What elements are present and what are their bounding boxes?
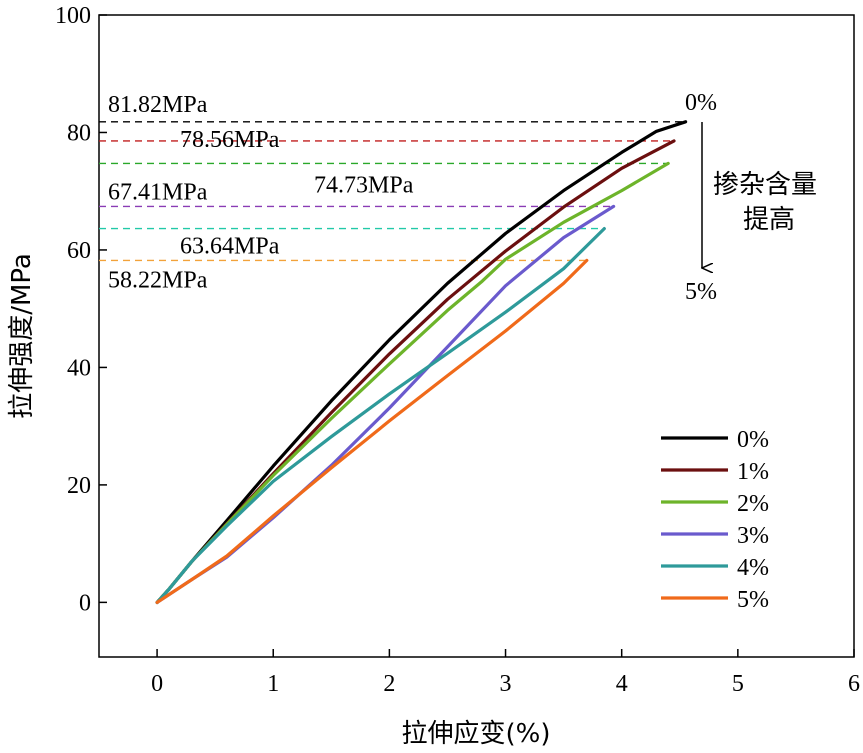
arrow-bottom-label: 5% — [685, 279, 717, 305]
reference-label: 63.64MPa — [180, 234, 280, 260]
plot-frame — [98, 14, 855, 658]
reference-lines — [99, 121, 686, 262]
arrow-text-line-1: 掺杂含量 — [713, 170, 817, 200]
reference-label: 74.73MPa — [314, 172, 414, 198]
series-line-4 — [155, 227, 606, 605]
arrow-top-label: 0% — [685, 90, 717, 116]
series-lines — [155, 120, 688, 605]
x-axis-ticks: 0 1 2 3 4 5 6 — [151, 649, 860, 697]
reference-label: 78.56MPa — [180, 127, 280, 153]
reference-labels: 81.82MPa 78.56MPa 74.73MPa 67.41MPa 63.64MPa… — [108, 92, 414, 294]
series-line-1 — [155, 139, 676, 605]
series-line-5 — [155, 258, 589, 605]
x-tick-label: 3 — [500, 671, 512, 697]
doping-arrow-annotation: 0% 掺杂含量 提高 5% — [685, 90, 817, 305]
x-tick-label: 5 — [732, 671, 744, 697]
reference-label: 67.41MPa — [108, 179, 208, 205]
x-tick-label: 1 — [267, 671, 279, 697]
y-tick-label: 80 — [67, 120, 91, 146]
series-line-0 — [155, 120, 688, 605]
arrow-text-line-2: 提高 — [743, 205, 795, 235]
legend-label: 0% — [737, 427, 769, 453]
y-axis-ticks: 0 20 40 60 80 100 — [55, 3, 107, 616]
x-axis-title: 拉伸应变(%) — [402, 719, 551, 749]
y-tick-label: 40 — [67, 355, 91, 381]
legend-label: 3% — [737, 523, 769, 549]
legend-label: 2% — [737, 491, 769, 517]
y-axis-title: 拉伸强度/MPa — [7, 253, 37, 419]
y-tick-label: 20 — [67, 473, 91, 499]
legend-label: 4% — [737, 555, 769, 581]
y-tick-label: 0 — [79, 590, 91, 616]
x-tick-label: 0 — [151, 671, 163, 697]
legend: 0% 1% 2% 3% 4% 5% — [661, 427, 769, 613]
series-line-3 — [155, 204, 616, 605]
reference-label: 81.82MPa — [108, 92, 208, 118]
legend-label: 1% — [737, 459, 769, 485]
x-tick-label: 6 — [848, 671, 860, 697]
legend-label: 5% — [737, 587, 769, 613]
y-tick-label: 60 — [67, 238, 91, 264]
reference-label: 58.22MPa — [108, 267, 208, 293]
x-tick-label: 4 — [616, 671, 628, 697]
y-tick-label: 100 — [55, 3, 91, 29]
x-tick-label: 2 — [383, 671, 395, 697]
